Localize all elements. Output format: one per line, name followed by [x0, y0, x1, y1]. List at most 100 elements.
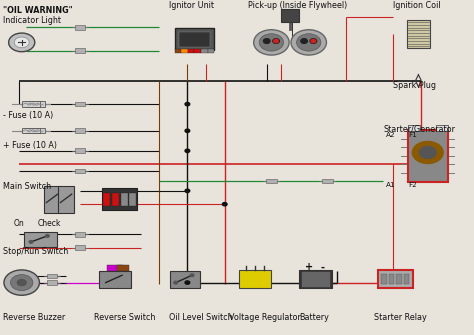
Bar [75, 128, 85, 133]
Bar [47, 274, 57, 278]
Text: Check: Check [38, 219, 62, 228]
Circle shape [419, 146, 436, 158]
Bar [118, 265, 129, 271]
Text: Main Switch: Main Switch [3, 182, 51, 191]
Bar [302, 272, 330, 287]
Bar [24, 232, 57, 247]
Bar [188, 49, 194, 53]
Circle shape [273, 39, 279, 44]
Circle shape [291, 30, 327, 55]
Circle shape [310, 39, 317, 44]
Bar [103, 193, 110, 206]
Circle shape [273, 40, 278, 43]
Bar [22, 128, 40, 133]
Bar [239, 270, 272, 288]
Text: Starter Relay: Starter Relay [374, 313, 427, 322]
Text: -: - [321, 262, 325, 272]
Bar [75, 245, 85, 250]
Bar [75, 148, 85, 153]
Bar [44, 186, 61, 212]
Bar [75, 25, 85, 30]
Circle shape [412, 141, 443, 163]
Circle shape [264, 39, 270, 44]
Text: F1: F1 [408, 132, 417, 138]
Bar [194, 49, 201, 53]
Bar [75, 169, 85, 173]
Bar [58, 186, 74, 212]
Bar [389, 274, 394, 284]
Text: Starter/Generator: Starter/Generator [383, 125, 456, 134]
Circle shape [10, 275, 33, 290]
Circle shape [9, 33, 35, 52]
Circle shape [29, 241, 33, 243]
Text: On: On [14, 219, 25, 228]
Bar [378, 270, 412, 288]
Bar [102, 188, 137, 210]
Bar [179, 31, 210, 47]
Bar [170, 271, 200, 288]
Text: Indicator Light: Indicator Light [3, 16, 61, 25]
Bar [174, 49, 181, 53]
Bar [408, 130, 447, 182]
Bar [404, 274, 410, 284]
Text: A1: A1 [386, 182, 396, 188]
Text: Battery: Battery [300, 313, 329, 322]
Circle shape [190, 274, 194, 277]
Circle shape [46, 234, 49, 237]
Bar [75, 102, 85, 107]
Circle shape [4, 270, 39, 295]
Bar [107, 265, 123, 271]
Bar [47, 280, 57, 285]
Bar [407, 20, 430, 48]
Circle shape [174, 281, 178, 284]
Bar [112, 193, 119, 206]
Circle shape [254, 30, 289, 55]
Text: F2: F2 [408, 182, 417, 188]
Circle shape [17, 279, 27, 286]
Text: Voltage Regulator: Voltage Regulator [229, 313, 301, 322]
Bar [27, 128, 45, 133]
Circle shape [185, 149, 190, 152]
Circle shape [185, 281, 190, 284]
Bar [300, 270, 332, 288]
Bar [174, 28, 214, 50]
Text: Pick-up (Inside Flywheel): Pick-up (Inside Flywheel) [248, 1, 347, 10]
Bar [266, 179, 276, 183]
Text: - Fuse (10 A): - Fuse (10 A) [3, 111, 53, 120]
Bar [436, 125, 447, 131]
Circle shape [259, 34, 283, 51]
Bar [208, 49, 214, 53]
Text: Oil Level Switch: Oil Level Switch [169, 313, 232, 322]
Bar [121, 193, 128, 206]
Circle shape [297, 34, 321, 51]
Text: Stop/Run Switch: Stop/Run Switch [3, 247, 68, 256]
Bar [75, 232, 85, 237]
Bar [27, 102, 45, 107]
Bar [396, 274, 402, 284]
Bar [408, 125, 419, 131]
Text: A2: A2 [386, 132, 396, 138]
Circle shape [14, 37, 29, 48]
Bar [129, 193, 137, 206]
Circle shape [311, 40, 316, 43]
Bar [181, 49, 188, 53]
Circle shape [301, 39, 307, 44]
Text: Spark Plug: Spark Plug [393, 81, 436, 90]
Text: Reverse Switch: Reverse Switch [94, 313, 155, 322]
Text: Ignition Coil: Ignition Coil [393, 1, 440, 10]
Text: +: + [305, 262, 313, 272]
Bar [322, 179, 333, 183]
Text: Reverse Buzzer: Reverse Buzzer [3, 313, 65, 322]
Text: Ignitor Unit: Ignitor Unit [169, 1, 214, 10]
Circle shape [185, 129, 190, 132]
Bar [75, 48, 85, 53]
Circle shape [222, 203, 227, 206]
Bar [381, 274, 387, 284]
Circle shape [185, 103, 190, 106]
Circle shape [185, 189, 190, 193]
Text: + Fuse (10 A): + Fuse (10 A) [3, 141, 57, 150]
Bar [281, 9, 300, 22]
Text: "OIL WARNING": "OIL WARNING" [3, 6, 73, 15]
Bar [201, 49, 208, 53]
Bar [99, 271, 131, 288]
